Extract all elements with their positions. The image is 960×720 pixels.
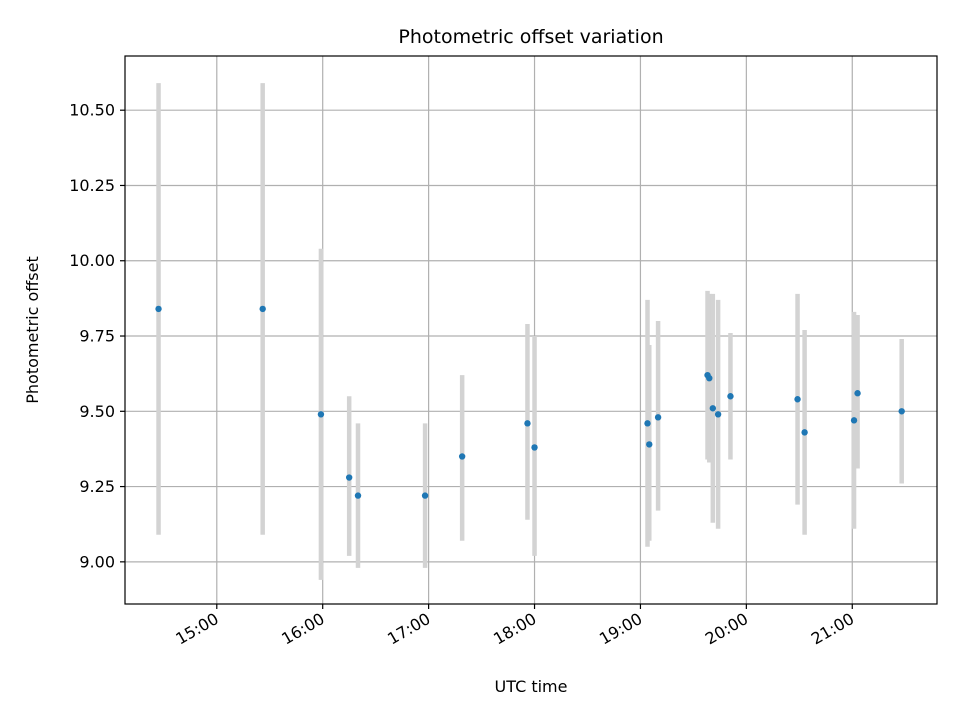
data-point — [794, 396, 801, 403]
chart-title: Photometric offset variation — [398, 26, 663, 48]
x-axis-label: UTC time — [495, 677, 568, 696]
y-tick-label: 10.25 — [69, 176, 115, 195]
marker-layer — [155, 305, 905, 499]
data-point — [259, 305, 266, 313]
data-point — [727, 393, 734, 400]
data-point — [654, 414, 662, 421]
data-point — [646, 441, 653, 448]
data-point — [524, 420, 531, 427]
x-tick-label: 21:00 — [808, 609, 857, 649]
data-point — [421, 492, 429, 499]
y-axis-label: Photometric offset — [23, 256, 42, 404]
y-tick-label: 9.25 — [79, 477, 115, 496]
x-tick-label: 16:00 — [278, 609, 327, 649]
data-point — [345, 474, 353, 481]
data-point — [531, 444, 538, 451]
y-tick-label: 9.50 — [79, 402, 115, 421]
y-tick-label: 10.50 — [69, 101, 115, 120]
y-tick-label: 9.00 — [79, 552, 115, 571]
y-tick-label: 10.00 — [69, 251, 115, 270]
data-point — [898, 408, 905, 415]
y-tick-layer: 9.00 9.25 9.50 9.75 10.00 10.25 10.50 — [69, 101, 125, 571]
data-point — [854, 390, 861, 397]
x-tick-label: 20:00 — [702, 609, 751, 649]
y-tick-label: 9.75 — [79, 327, 115, 346]
data-point — [155, 305, 162, 313]
data-point — [801, 429, 808, 436]
data-point — [458, 453, 466, 460]
grid-layer — [125, 56, 937, 604]
data-point — [644, 420, 651, 427]
plot-frame — [124, 55, 938, 605]
data-point — [709, 405, 717, 412]
x-tick-label: 15:00 — [172, 609, 221, 649]
data-point — [714, 411, 722, 418]
data-point — [354, 492, 362, 499]
x-tick-label: 19:00 — [596, 609, 645, 649]
x-tick-label: 18:00 — [490, 609, 539, 649]
errorbar-layer — [156, 83, 904, 580]
data-point — [850, 417, 858, 424]
data-point — [317, 411, 325, 418]
data-point — [706, 374, 713, 382]
x-tick-label: 17:00 — [384, 609, 433, 649]
x-tick-layer: 15:00 16:00 17:00 18:00 19:00 20:00 21:00 — [172, 604, 857, 649]
